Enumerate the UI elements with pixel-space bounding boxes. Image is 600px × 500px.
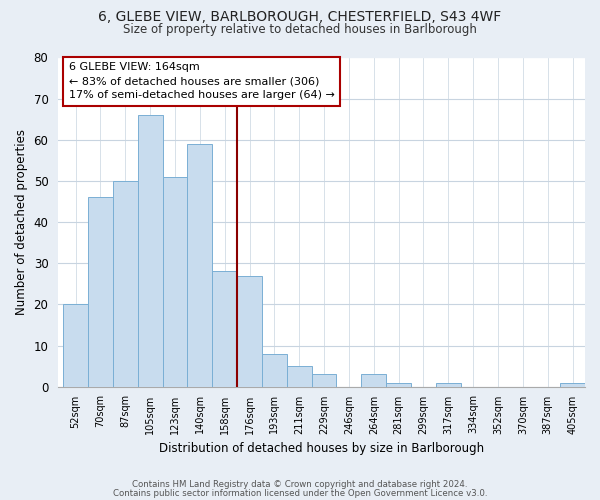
Text: Size of property relative to detached houses in Barlborough: Size of property relative to detached ho… <box>123 22 477 36</box>
Bar <box>386 382 411 386</box>
Y-axis label: Number of detached properties: Number of detached properties <box>15 129 28 315</box>
Text: 6, GLEBE VIEW, BARLBOROUGH, CHESTERFIELD, S43 4WF: 6, GLEBE VIEW, BARLBOROUGH, CHESTERFIELD… <box>98 10 502 24</box>
Text: Contains public sector information licensed under the Open Government Licence v3: Contains public sector information licen… <box>113 488 487 498</box>
Bar <box>436 382 461 386</box>
Bar <box>311 374 337 386</box>
Text: 6 GLEBE VIEW: 164sqm
← 83% of detached houses are smaller (306)
17% of semi-deta: 6 GLEBE VIEW: 164sqm ← 83% of detached h… <box>68 62 335 100</box>
Bar <box>187 144 212 386</box>
Bar <box>361 374 386 386</box>
Bar <box>113 181 137 386</box>
Bar <box>262 354 287 386</box>
Bar <box>560 382 585 386</box>
Bar <box>63 304 88 386</box>
Bar <box>88 198 113 386</box>
Bar <box>137 115 163 386</box>
Bar <box>237 276 262 386</box>
Text: Contains HM Land Registry data © Crown copyright and database right 2024.: Contains HM Land Registry data © Crown c… <box>132 480 468 489</box>
Bar <box>163 177 187 386</box>
Bar <box>287 366 311 386</box>
X-axis label: Distribution of detached houses by size in Barlborough: Distribution of detached houses by size … <box>159 442 484 455</box>
Bar <box>212 272 237 386</box>
